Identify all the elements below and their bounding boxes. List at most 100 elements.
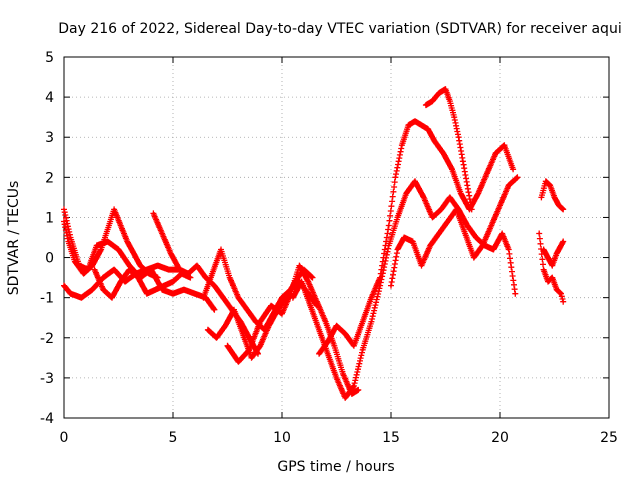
data-point — [298, 264, 301, 267]
data-point — [99, 248, 103, 251]
y-tick-label: 2 — [45, 170, 54, 186]
data-point — [361, 320, 364, 323]
data-point — [267, 324, 271, 327]
tick-labels: 0 5 10 15 20 25 -4 -3 -2 -1 0 1 2 3 4 5 — [40, 50, 618, 446]
data-point — [553, 196, 556, 199]
data-point — [119, 280, 122, 283]
data-point — [226, 344, 229, 347]
data-point — [219, 248, 223, 251]
data-point — [62, 208, 66, 211]
y-tick-label: 5 — [45, 50, 54, 66]
data-point — [289, 292, 292, 295]
series-arc-13 — [538, 178, 567, 213]
data-point — [167, 268, 170, 271]
x-axis-label: GPS time / hours — [277, 459, 394, 475]
y-tick-label: -1 — [40, 291, 54, 307]
data-point — [139, 264, 142, 267]
data-point — [245, 308, 249, 311]
y-tick-label: 1 — [45, 210, 54, 226]
data-point — [370, 320, 373, 323]
data-point — [557, 204, 561, 207]
data-point — [344, 396, 347, 400]
data-point — [306, 280, 310, 283]
data-point — [213, 284, 216, 287]
data-point — [326, 340, 329, 343]
data-point — [156, 264, 159, 267]
data-point — [562, 300, 565, 303]
data-point — [394, 176, 397, 179]
data-point — [317, 328, 321, 331]
series-arc-15 — [540, 238, 567, 269]
data-point — [562, 208, 565, 211]
data-point — [461, 160, 465, 163]
data-point — [555, 252, 558, 255]
data-point — [444, 87, 447, 91]
data-point — [481, 244, 484, 247]
data-point — [490, 224, 493, 227]
data-point — [82, 272, 85, 275]
data-point — [160, 232, 164, 235]
data-point — [507, 184, 510, 187]
data-point — [309, 304, 312, 307]
data-point — [112, 268, 116, 271]
data-point — [466, 224, 469, 227]
data-point — [169, 252, 173, 255]
x-tick-label: 5 — [169, 430, 178, 446]
data-point — [147, 272, 151, 275]
data-point — [514, 292, 517, 295]
data-point — [498, 204, 502, 207]
data-point — [171, 292, 175, 295]
data-point — [311, 276, 314, 279]
data-point — [472, 256, 476, 259]
data-point — [224, 324, 227, 327]
data-point — [341, 372, 345, 376]
data-point — [389, 284, 393, 287]
data-point — [145, 292, 149, 295]
data-point — [248, 336, 251, 339]
series-arc-14 — [536, 230, 567, 305]
data-point — [152, 212, 155, 215]
data-point — [62, 220, 66, 223]
data-point — [335, 376, 338, 380]
data-point — [106, 228, 109, 231]
data-point — [402, 236, 406, 239]
data-point — [237, 296, 240, 299]
data-point — [559, 244, 563, 247]
data-point — [189, 276, 192, 279]
data-point — [126, 240, 129, 243]
data-point — [455, 208, 458, 211]
data-point — [474, 236, 478, 239]
data-point — [123, 280, 127, 283]
data-point — [136, 276, 140, 279]
data-point — [411, 240, 414, 243]
data-point — [193, 292, 196, 295]
data-point — [516, 176, 519, 179]
data-point — [450, 168, 454, 171]
data-point — [280, 296, 284, 299]
data-point — [405, 192, 408, 195]
data-point — [291, 296, 295, 299]
data-point — [437, 91, 441, 95]
data-point — [344, 332, 347, 335]
y-tick-label: -2 — [40, 331, 54, 347]
data-point — [448, 99, 452, 103]
data-point — [424, 103, 428, 107]
data-point — [187, 272, 190, 275]
data-point — [357, 388, 360, 392]
data-point — [503, 144, 506, 147]
data-point — [300, 280, 303, 283]
data-point — [542, 268, 545, 271]
data-point — [67, 240, 70, 243]
data-point — [80, 296, 83, 299]
data-point — [228, 276, 231, 279]
data-point — [413, 180, 417, 183]
data-point — [95, 244, 98, 247]
data-point — [448, 196, 452, 199]
series-arc-8 — [224, 262, 362, 397]
data-point — [324, 320, 327, 323]
data-point — [333, 344, 336, 347]
data-point — [254, 320, 258, 323]
x-tick-label: 20 — [491, 430, 509, 446]
data-point — [396, 248, 399, 251]
